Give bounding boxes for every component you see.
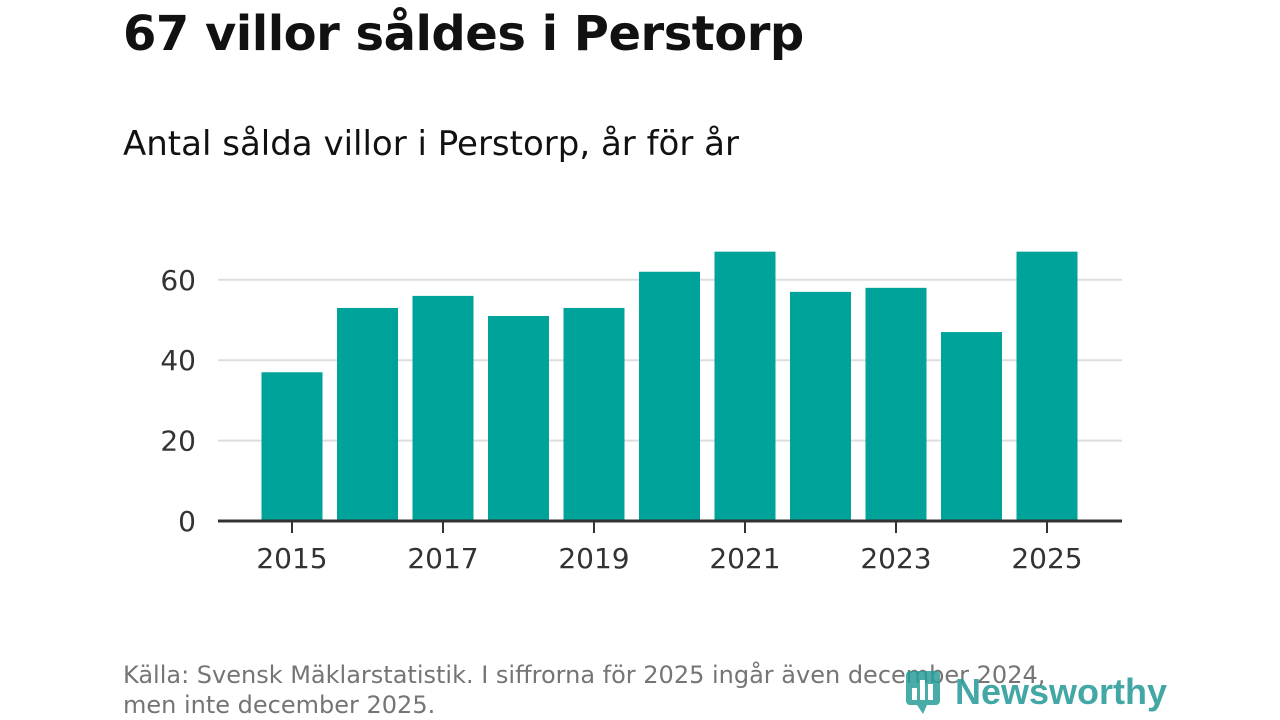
chart-title: 67 villor såldes i Perstorp [123,6,804,62]
y-tick-label: 40 [160,344,196,377]
bar-2020 [639,271,700,521]
source-note: Källa: Svensk Mäklarstatistik. I siffror… [123,660,1123,720]
bar-2023 [865,287,927,521]
y-axis-ticks: 0 20 40 60 [160,264,196,538]
bar-2016 [337,307,398,521]
newsworthy-logo-icon [906,671,940,714]
source-line-2: men inte december 2025. [123,691,436,719]
x-tick-label: 2025 [1011,542,1082,575]
y-tick-label: 0 [178,505,196,538]
chart-subtitle: Antal sålda villor i Perstorp, år för år [123,124,739,164]
y-tick-label: 60 [160,264,196,297]
brand-logo: Newsworthy [903,668,1167,716]
bars [261,251,1078,521]
x-tick-label: 2015 [256,542,327,575]
x-tick-label: 2017 [407,542,478,575]
bar-2017 [412,295,474,521]
x-axis-ticks: 2015 2017 2019 2021 2023 2025 [256,521,1083,575]
x-tick-label: 2021 [709,542,780,575]
bar-2018 [488,315,549,521]
bar-2025 [1016,251,1078,521]
x-tick-label: 2023 [860,542,931,575]
brand-name: Newsworthy [955,671,1168,712]
bar-2019 [563,307,625,521]
bar-chart: 0 20 40 60 2015 2017 2019 2021 2023 2025 [160,251,1122,575]
bar-2021 [714,251,776,521]
bar-2015 [261,372,323,521]
y-tick-label: 20 [160,425,196,458]
x-tick-label: 2019 [558,542,629,575]
source-line-1: Källa: Svensk Mäklarstatistik. I siffror… [123,661,1046,689]
bar-2022 [790,291,851,521]
bar-2024 [941,332,1002,521]
